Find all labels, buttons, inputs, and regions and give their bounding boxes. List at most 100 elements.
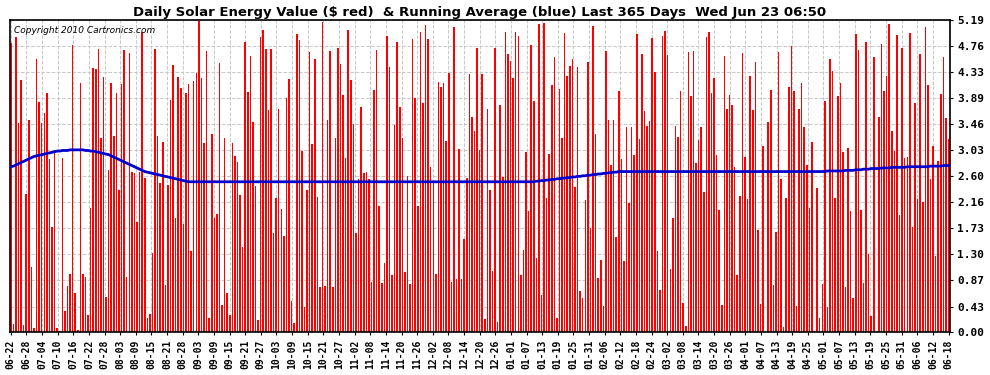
Bar: [224, 138, 226, 332]
Bar: [558, 89, 560, 332]
Bar: [582, 298, 583, 332]
Bar: [569, 66, 570, 332]
Bar: [111, 82, 112, 332]
Bar: [124, 50, 125, 332]
Bar: [740, 196, 741, 332]
Bar: [940, 94, 941, 332]
Bar: [621, 159, 622, 332]
Bar: [131, 172, 133, 332]
Bar: [634, 156, 635, 332]
Bar: [888, 24, 890, 332]
Bar: [343, 95, 344, 332]
Bar: [806, 165, 808, 332]
Bar: [402, 138, 403, 332]
Bar: [497, 322, 498, 332]
Bar: [857, 50, 859, 332]
Bar: [716, 155, 718, 332]
Bar: [386, 36, 388, 332]
Bar: [249, 57, 251, 332]
Bar: [566, 76, 568, 332]
Bar: [824, 101, 826, 332]
Bar: [618, 91, 620, 332]
Bar: [819, 318, 821, 332]
Bar: [129, 53, 130, 332]
Bar: [605, 51, 607, 332]
Bar: [680, 91, 681, 332]
Bar: [227, 293, 228, 332]
Bar: [407, 177, 408, 332]
Bar: [90, 207, 91, 332]
Bar: [182, 224, 184, 332]
Bar: [306, 190, 308, 332]
Bar: [59, 331, 60, 332]
Bar: [433, 182, 434, 332]
Bar: [928, 85, 929, 332]
Bar: [526, 152, 527, 332]
Bar: [44, 113, 46, 332]
Bar: [664, 32, 666, 332]
Bar: [595, 134, 596, 332]
Bar: [219, 63, 220, 332]
Bar: [603, 306, 604, 332]
Bar: [804, 127, 805, 332]
Bar: [237, 162, 239, 332]
Bar: [144, 178, 146, 332]
Bar: [677, 137, 679, 332]
Bar: [945, 118, 946, 332]
Bar: [827, 307, 829, 332]
Bar: [742, 53, 743, 332]
Bar: [917, 200, 919, 332]
Bar: [484, 319, 485, 332]
Bar: [783, 327, 784, 332]
Bar: [631, 127, 633, 332]
Bar: [41, 123, 43, 332]
Bar: [208, 318, 210, 332]
Bar: [169, 100, 171, 332]
Bar: [422, 103, 424, 332]
Bar: [801, 83, 803, 332]
Bar: [82, 273, 84, 332]
Bar: [399, 107, 401, 332]
Bar: [701, 127, 702, 332]
Bar: [711, 93, 712, 332]
Bar: [13, 324, 14, 332]
Bar: [447, 74, 449, 332]
Bar: [860, 210, 861, 332]
Bar: [409, 284, 411, 332]
Bar: [840, 83, 842, 332]
Bar: [811, 142, 813, 332]
Bar: [623, 261, 625, 332]
Bar: [383, 263, 385, 332]
Bar: [883, 91, 885, 332]
Bar: [894, 151, 895, 332]
Bar: [438, 82, 440, 332]
Bar: [257, 321, 258, 332]
Bar: [852, 298, 854, 332]
Bar: [947, 139, 949, 332]
Bar: [551, 85, 552, 332]
Bar: [103, 77, 104, 332]
Bar: [626, 127, 628, 332]
Bar: [600, 260, 602, 332]
Bar: [507, 54, 509, 332]
Bar: [74, 293, 76, 332]
Bar: [39, 102, 40, 332]
Title: Daily Solar Energy Value ($ red)  & Running Average (blue) Last 365 Days  Wed Ju: Daily Solar Energy Value ($ red) & Runni…: [133, 6, 827, 18]
Bar: [275, 198, 277, 332]
Bar: [922, 202, 924, 332]
Bar: [844, 287, 846, 332]
Bar: [373, 90, 375, 332]
Bar: [154, 49, 155, 332]
Bar: [727, 110, 728, 332]
Bar: [767, 122, 769, 332]
Bar: [121, 84, 123, 332]
Bar: [933, 146, 934, 332]
Bar: [21, 80, 22, 332]
Bar: [66, 285, 68, 332]
Bar: [309, 52, 311, 332]
Bar: [500, 105, 501, 332]
Bar: [415, 99, 416, 332]
Bar: [92, 69, 94, 332]
Bar: [314, 58, 316, 332]
Bar: [355, 234, 356, 332]
